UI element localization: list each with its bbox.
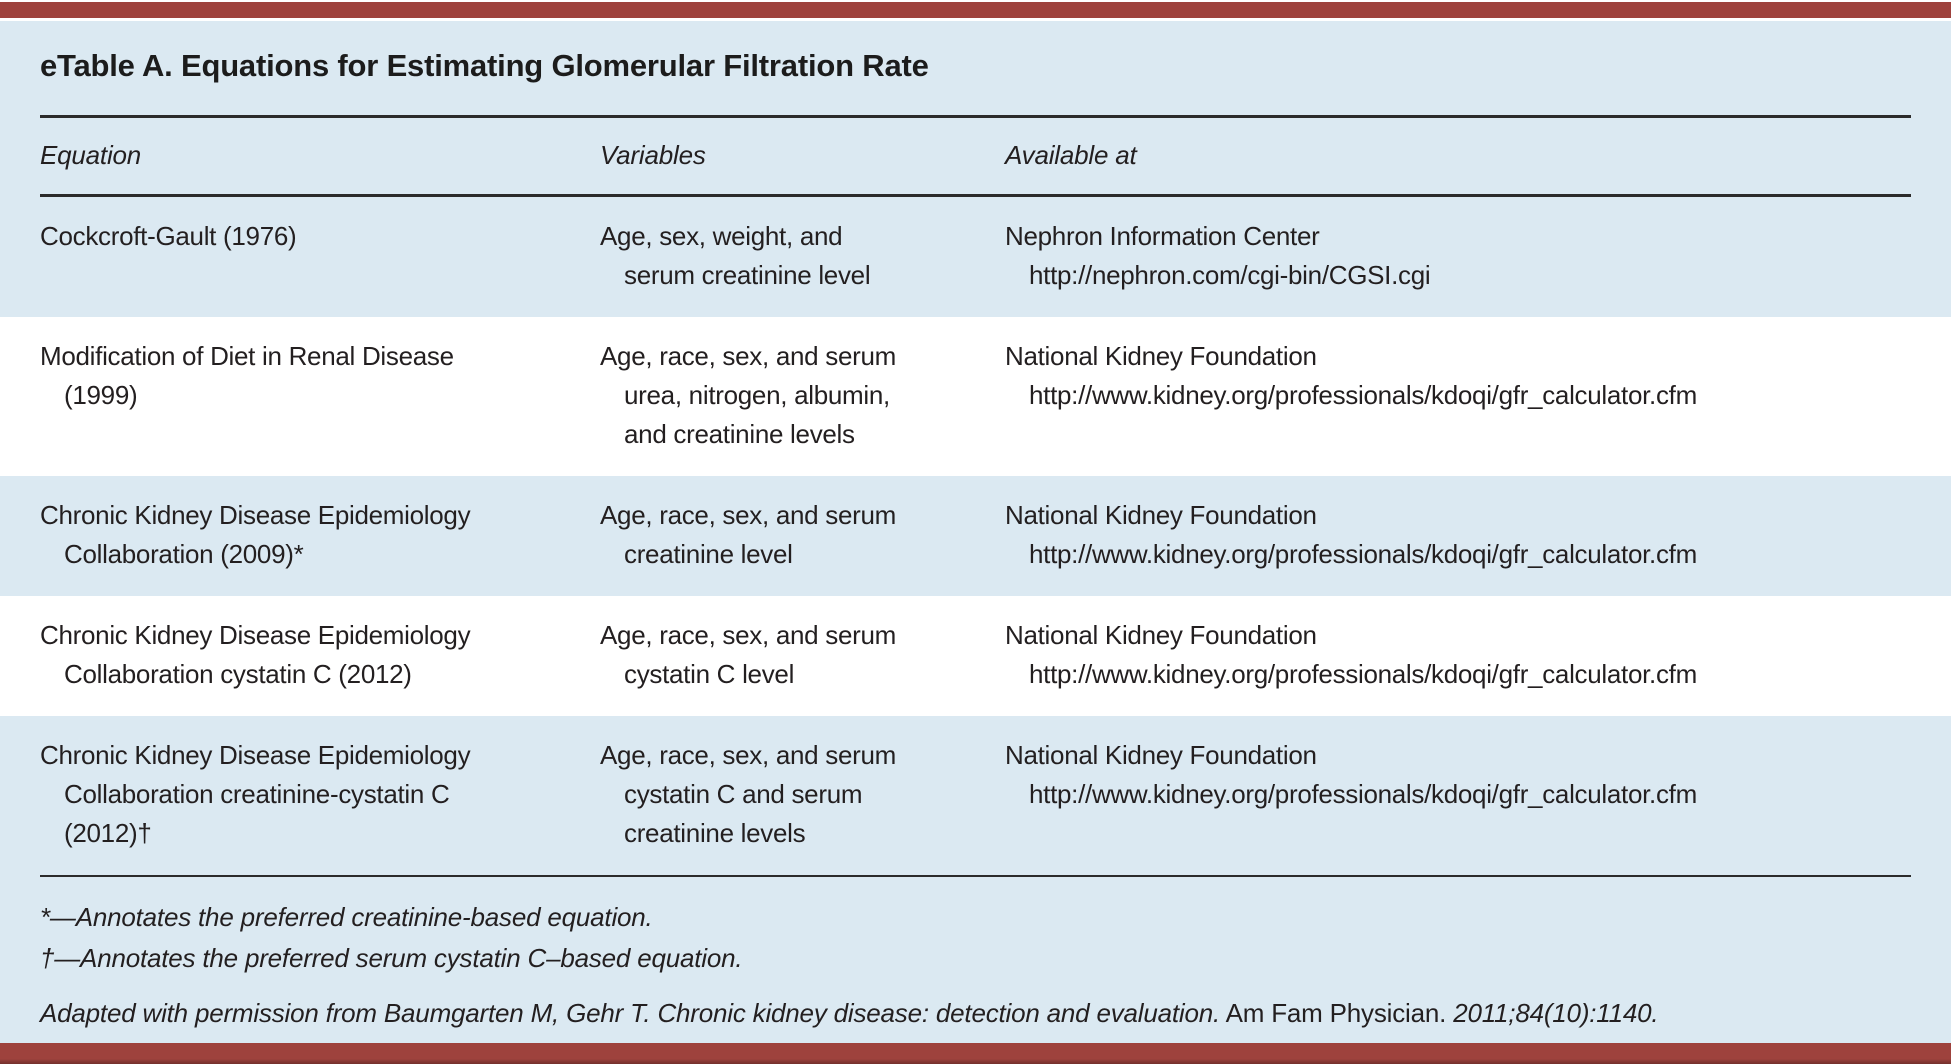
column-header-equation: Equation	[40, 140, 142, 170]
column-header-available-at: Available at	[1005, 140, 1137, 170]
table-row: Cockcroft-Gault (1976) Age, sex, weight,…	[0, 197, 1951, 317]
variables-cell: Age, race, sex, and serum cystatin C leve…	[600, 616, 1005, 694]
attribution-line: Adapted with permission from Baumgarten …	[40, 994, 1911, 1032]
equation-line: Cockcroft-Gault (1976)	[40, 221, 297, 251]
available-at-cell: Nephron Information Center http://nephron…	[1005, 217, 1911, 295]
equation-line: Chronic Kidney Disease Epidemiology	[40, 500, 471, 530]
table-row: Chronic Kidney Disease Epidemiology Colla…	[0, 716, 1951, 875]
equation-line: Collaboration (2009)*	[64, 539, 304, 569]
available-at-line: http://www.kidney.org/professionals/kdoq…	[1029, 539, 1697, 569]
available-at-line: National Kidney Foundation	[1005, 341, 1317, 371]
equation-line: Modification of Diet in Renal Disease	[40, 341, 454, 371]
variables-line: Age, race, sex, and serum	[600, 500, 896, 530]
variables-line: Age, race, sex, and serum	[600, 740, 896, 770]
table-row: Chronic Kidney Disease Epidemiology Colla…	[0, 476, 1951, 596]
equation-cell: Modification of Diet in Renal Disease (19…	[40, 337, 600, 454]
variables-line: Age, race, sex, and serum	[600, 341, 896, 371]
title-rule	[40, 115, 1911, 118]
table-bottom-rule	[40, 875, 1911, 877]
table-body: Cockcroft-Gault (1976) Age, sex, weight,…	[0, 197, 1951, 875]
table-header-row: Equation Variables Available at	[0, 118, 1951, 194]
table-row: Modification of Diet in Renal Disease (19…	[0, 317, 1951, 476]
available-at-line: http://www.kidney.org/professionals/kdoq…	[1029, 380, 1697, 410]
footnote-asterisk: *—Annotates the preferred creatinine-bas…	[40, 902, 653, 932]
attribution-citation-text: Adapted with permission from Baumgarten …	[40, 998, 1221, 1028]
variables-line: urea, nitrogen, albumin,	[624, 380, 890, 410]
attribution-journal-name: Am Fam Physician.	[1220, 998, 1454, 1028]
available-at-cell: National Kidney Foundation http://www.kid…	[1005, 337, 1911, 454]
equation-cell: Chronic Kidney Disease Epidemiology Colla…	[40, 616, 600, 694]
available-at-cell: National Kidney Foundation http://www.kid…	[1005, 616, 1911, 694]
variables-line: cystatin C level	[624, 659, 795, 689]
available-at-line: National Kidney Foundation	[1005, 500, 1317, 530]
available-at-line: http://www.kidney.org/professionals/kdoq…	[1029, 779, 1697, 809]
header-rule	[40, 194, 1911, 197]
equation-line: Collaboration creatinine-cystatin C	[64, 779, 450, 809]
footnotes-block: *—Annotates the preferred creatinine-bas…	[40, 897, 1911, 1032]
top-accent-bar	[0, 2, 1951, 18]
bottom-bar-shadow-edge	[0, 1043, 1951, 1064]
available-at-line: Nephron Information Center	[1005, 221, 1320, 251]
variables-cell: Age, race, sex, and serum cystatin C and …	[600, 736, 1005, 853]
column-header-variables: Variables	[600, 140, 706, 170]
equation-line: (1999)	[64, 380, 138, 410]
equation-line: Collaboration cystatin C (2012)	[64, 659, 412, 689]
variables-cell: Age, sex, weight, and serum creatinine le…	[600, 217, 1005, 295]
variables-line: serum creatinine level	[624, 260, 871, 290]
available-at-line: National Kidney Foundation	[1005, 740, 1317, 770]
variables-line: Age, race, sex, and serum	[600, 620, 896, 650]
available-at-cell: National Kidney Foundation http://www.kid…	[1005, 496, 1911, 574]
equation-cell: Cockcroft-Gault (1976)	[40, 217, 600, 295]
variables-line: cystatin C and serum	[624, 779, 863, 809]
equation-cell: Chronic Kidney Disease Epidemiology Colla…	[40, 736, 600, 853]
available-at-line: National Kidney Foundation	[1005, 620, 1317, 650]
attribution-volume-page: 2011;84(10):1140.	[1453, 998, 1659, 1028]
variables-line: creatinine levels	[624, 818, 806, 848]
available-at-line: http://nephron.com/cgi-bin/CGSI.cgi	[1029, 260, 1431, 290]
equation-cell: Chronic Kidney Disease Epidemiology Colla…	[40, 496, 600, 574]
variables-cell: Age, race, sex, and serum urea, nitrogen,…	[600, 337, 1005, 454]
table-row: Chronic Kidney Disease Epidemiology Colla…	[0, 596, 1951, 716]
bottom-accent-bar	[0, 1043, 1951, 1064]
table-title: eTable A. Equations for Estimating Glome…	[40, 48, 929, 83]
variables-line: Age, sex, weight, and	[600, 221, 843, 251]
equation-line: Chronic Kidney Disease Epidemiology	[40, 620, 471, 650]
variables-line: and creatinine levels	[624, 419, 855, 449]
available-at-line: http://www.kidney.org/professionals/kdoq…	[1029, 659, 1697, 689]
equation-line: (2012)†	[64, 818, 152, 848]
variables-cell: Age, race, sex, and serum creatinine leve…	[600, 496, 1005, 574]
footnote-dagger: †—Annotates the preferred serum cystatin…	[40, 943, 743, 973]
variables-line: creatinine level	[624, 539, 793, 569]
table-panel: eTable A. Equations for Estimating Glome…	[0, 21, 1951, 1043]
available-at-cell: National Kidney Foundation http://www.kid…	[1005, 736, 1911, 853]
equation-line: Chronic Kidney Disease Epidemiology	[40, 740, 471, 770]
